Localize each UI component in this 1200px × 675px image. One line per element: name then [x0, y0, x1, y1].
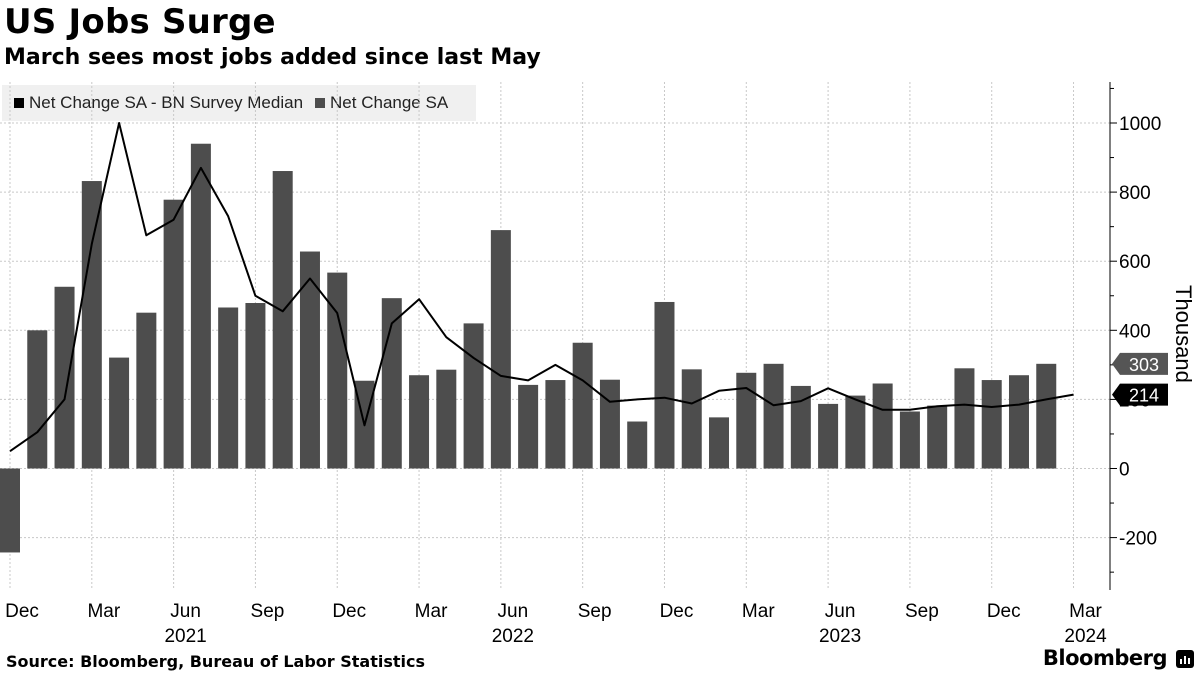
- chart-bar: [790, 385, 811, 469]
- chart-bar: [763, 363, 784, 469]
- x-tick-label: Sep: [905, 601, 939, 622]
- chart-bar: [818, 403, 839, 469]
- last-value-label-bar: 303: [1129, 355, 1159, 375]
- chart-bar: [81, 181, 102, 469]
- source-note: Source: Bloomberg, Bureau of Labor Stati…: [6, 652, 426, 671]
- chart-bar: [518, 384, 539, 469]
- chart-bar: [927, 405, 948, 469]
- chart-bar: [0, 468, 20, 553]
- chart-bar: [736, 372, 757, 469]
- chart-bar: [845, 395, 866, 469]
- x-tick-label: Mar: [1069, 601, 1102, 622]
- chart-bar: [218, 307, 239, 469]
- chart-bar: [709, 417, 730, 469]
- chart-bar: [27, 330, 48, 469]
- x-year-label: 2022: [492, 626, 534, 647]
- chart-bar: [163, 199, 184, 469]
- chart-bar: [681, 369, 702, 469]
- chart-bar: [627, 421, 648, 469]
- y-tick-label: 0: [1119, 460, 1130, 481]
- legend-item-line: Net Change SA - BN Survey Median: [14, 93, 303, 113]
- y-tick-label: 800: [1119, 183, 1151, 204]
- chart-bar: [136, 312, 157, 469]
- last-value-label-line: 214: [1129, 386, 1159, 406]
- legend-line-swatch-icon: [14, 98, 24, 108]
- x-tick-label: Mar: [415, 601, 448, 622]
- chart-bar: [245, 303, 266, 469]
- x-tick-label: Mar: [87, 601, 120, 622]
- bloomberg-logo-icon: [1176, 650, 1194, 668]
- chart-bar: [272, 171, 293, 469]
- chart-bar: [109, 357, 130, 469]
- chart-bar: [872, 383, 893, 469]
- y-tick-label: 600: [1119, 252, 1151, 273]
- chart-bar: [1008, 375, 1029, 469]
- x-tick-label: Dec: [332, 601, 366, 622]
- x-tick-label: Dec: [660, 601, 694, 622]
- x-year-label: 2023: [819, 626, 861, 647]
- chart-bar: [654, 301, 675, 469]
- chart-bar: [954, 368, 975, 469]
- chart-bar: [981, 380, 1002, 469]
- x-tick-label: Dec: [987, 601, 1021, 622]
- x-tick-label: Jun: [498, 601, 529, 622]
- chart-bar: [1036, 363, 1057, 469]
- chart-bar: [572, 342, 593, 469]
- x-tick-label: Sep: [251, 601, 285, 622]
- x-year-label: 2024: [1064, 626, 1107, 647]
- chart-subtitle: March sees most jobs added since last Ma…: [4, 45, 541, 70]
- chart-bar: [899, 411, 920, 469]
- legend-line-label: Net Change SA - BN Survey Median: [29, 93, 304, 112]
- x-tick-label: Dec: [5, 601, 39, 622]
- x-tick-label: Sep: [578, 601, 612, 622]
- chart-title: US Jobs Surge: [4, 2, 276, 42]
- x-year-label: 2021: [164, 626, 206, 647]
- y-tick-label: 1000: [1119, 114, 1161, 135]
- chart-bar: [299, 251, 320, 469]
- chart-bar: [463, 323, 484, 469]
- x-tick-label: Mar: [742, 601, 775, 622]
- chart-bar: [436, 369, 457, 469]
- chart-bar: [599, 379, 620, 469]
- y-tick-label: 400: [1119, 321, 1151, 342]
- series-line-survey-median: [9, 122, 1074, 453]
- x-tick-label: Jun: [170, 601, 201, 622]
- chart-bar: [54, 286, 75, 469]
- bloomberg-logo: Bloomberg: [1042, 646, 1168, 670]
- chart-bar: [409, 375, 430, 469]
- chart-bar: [545, 380, 566, 469]
- chart-bar: [190, 143, 211, 469]
- y-axis-title: Thousand: [1171, 285, 1196, 383]
- last-value-tag-bar: [1112, 352, 1168, 375]
- x-tick-label: Jun: [825, 601, 856, 622]
- y-tick-label: -200: [1119, 529, 1157, 550]
- legend-bar-swatch-icon: [315, 98, 326, 108]
- last-value-tag-line: [1112, 383, 1168, 406]
- chart-bar: [327, 272, 348, 469]
- chart-bar: [490, 230, 511, 469]
